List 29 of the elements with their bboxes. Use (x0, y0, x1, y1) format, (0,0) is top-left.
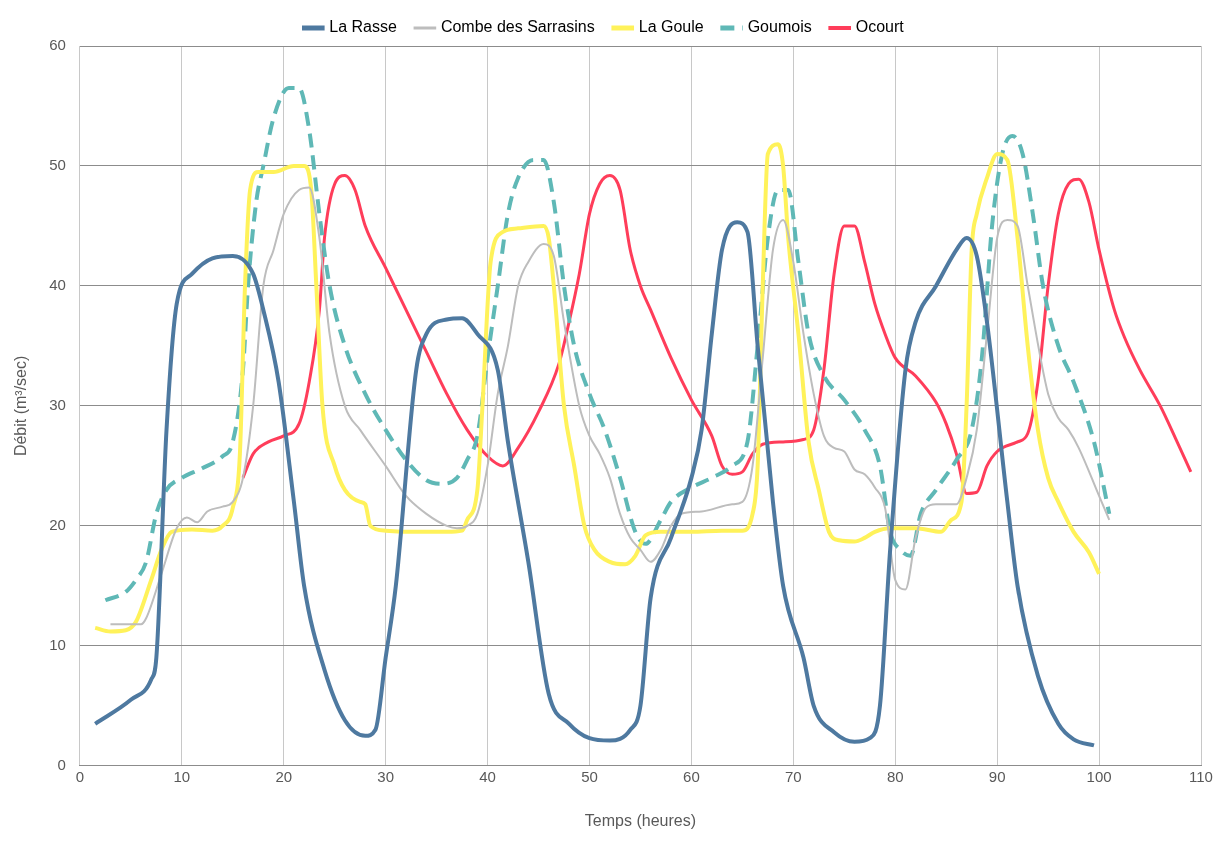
legend-label: Goumois (747, 18, 812, 36)
x-tick-label: 50 (581, 767, 598, 785)
y-tick-label: 0 (57, 755, 66, 773)
x-tick-label: 10 (173, 767, 191, 785)
legend-label: La Rasse (329, 18, 397, 36)
x-tick-label: 20 (275, 767, 293, 785)
y-tick-label: 20 (49, 516, 66, 534)
line-series (103, 85, 1112, 603)
legend-label: Combe des Sarrasins (440, 18, 595, 36)
x-tick-label: 30 (377, 767, 394, 785)
x-tick-label: 80 (886, 767, 904, 785)
x-tick-label: 100 (1086, 767, 1112, 785)
legend-label: La Goule (638, 18, 704, 36)
y-tick-label: 60 (49, 36, 66, 54)
y-tick-label: 30 (49, 396, 66, 414)
x-tick-label: 90 (988, 767, 1006, 785)
x-tick-label: 40 (479, 767, 496, 785)
y-tick-label: 10 (49, 635, 66, 653)
x-tick-label: 60 (683, 767, 700, 785)
y-tick-label: 40 (49, 276, 66, 294)
x-tick-label: 70 (784, 767, 802, 785)
x-tick-label: 0 (75, 767, 85, 785)
line-series (93, 220, 1096, 748)
y-tick-label: 50 (49, 156, 66, 174)
x-axis-title: Temps (heures) (584, 811, 697, 829)
legend-label: Ocourt (855, 18, 905, 36)
y-axis-title: Débit (m³/sec) (12, 355, 30, 457)
line-series (241, 174, 1193, 495)
x-tick-label: 110 (1189, 767, 1213, 785)
